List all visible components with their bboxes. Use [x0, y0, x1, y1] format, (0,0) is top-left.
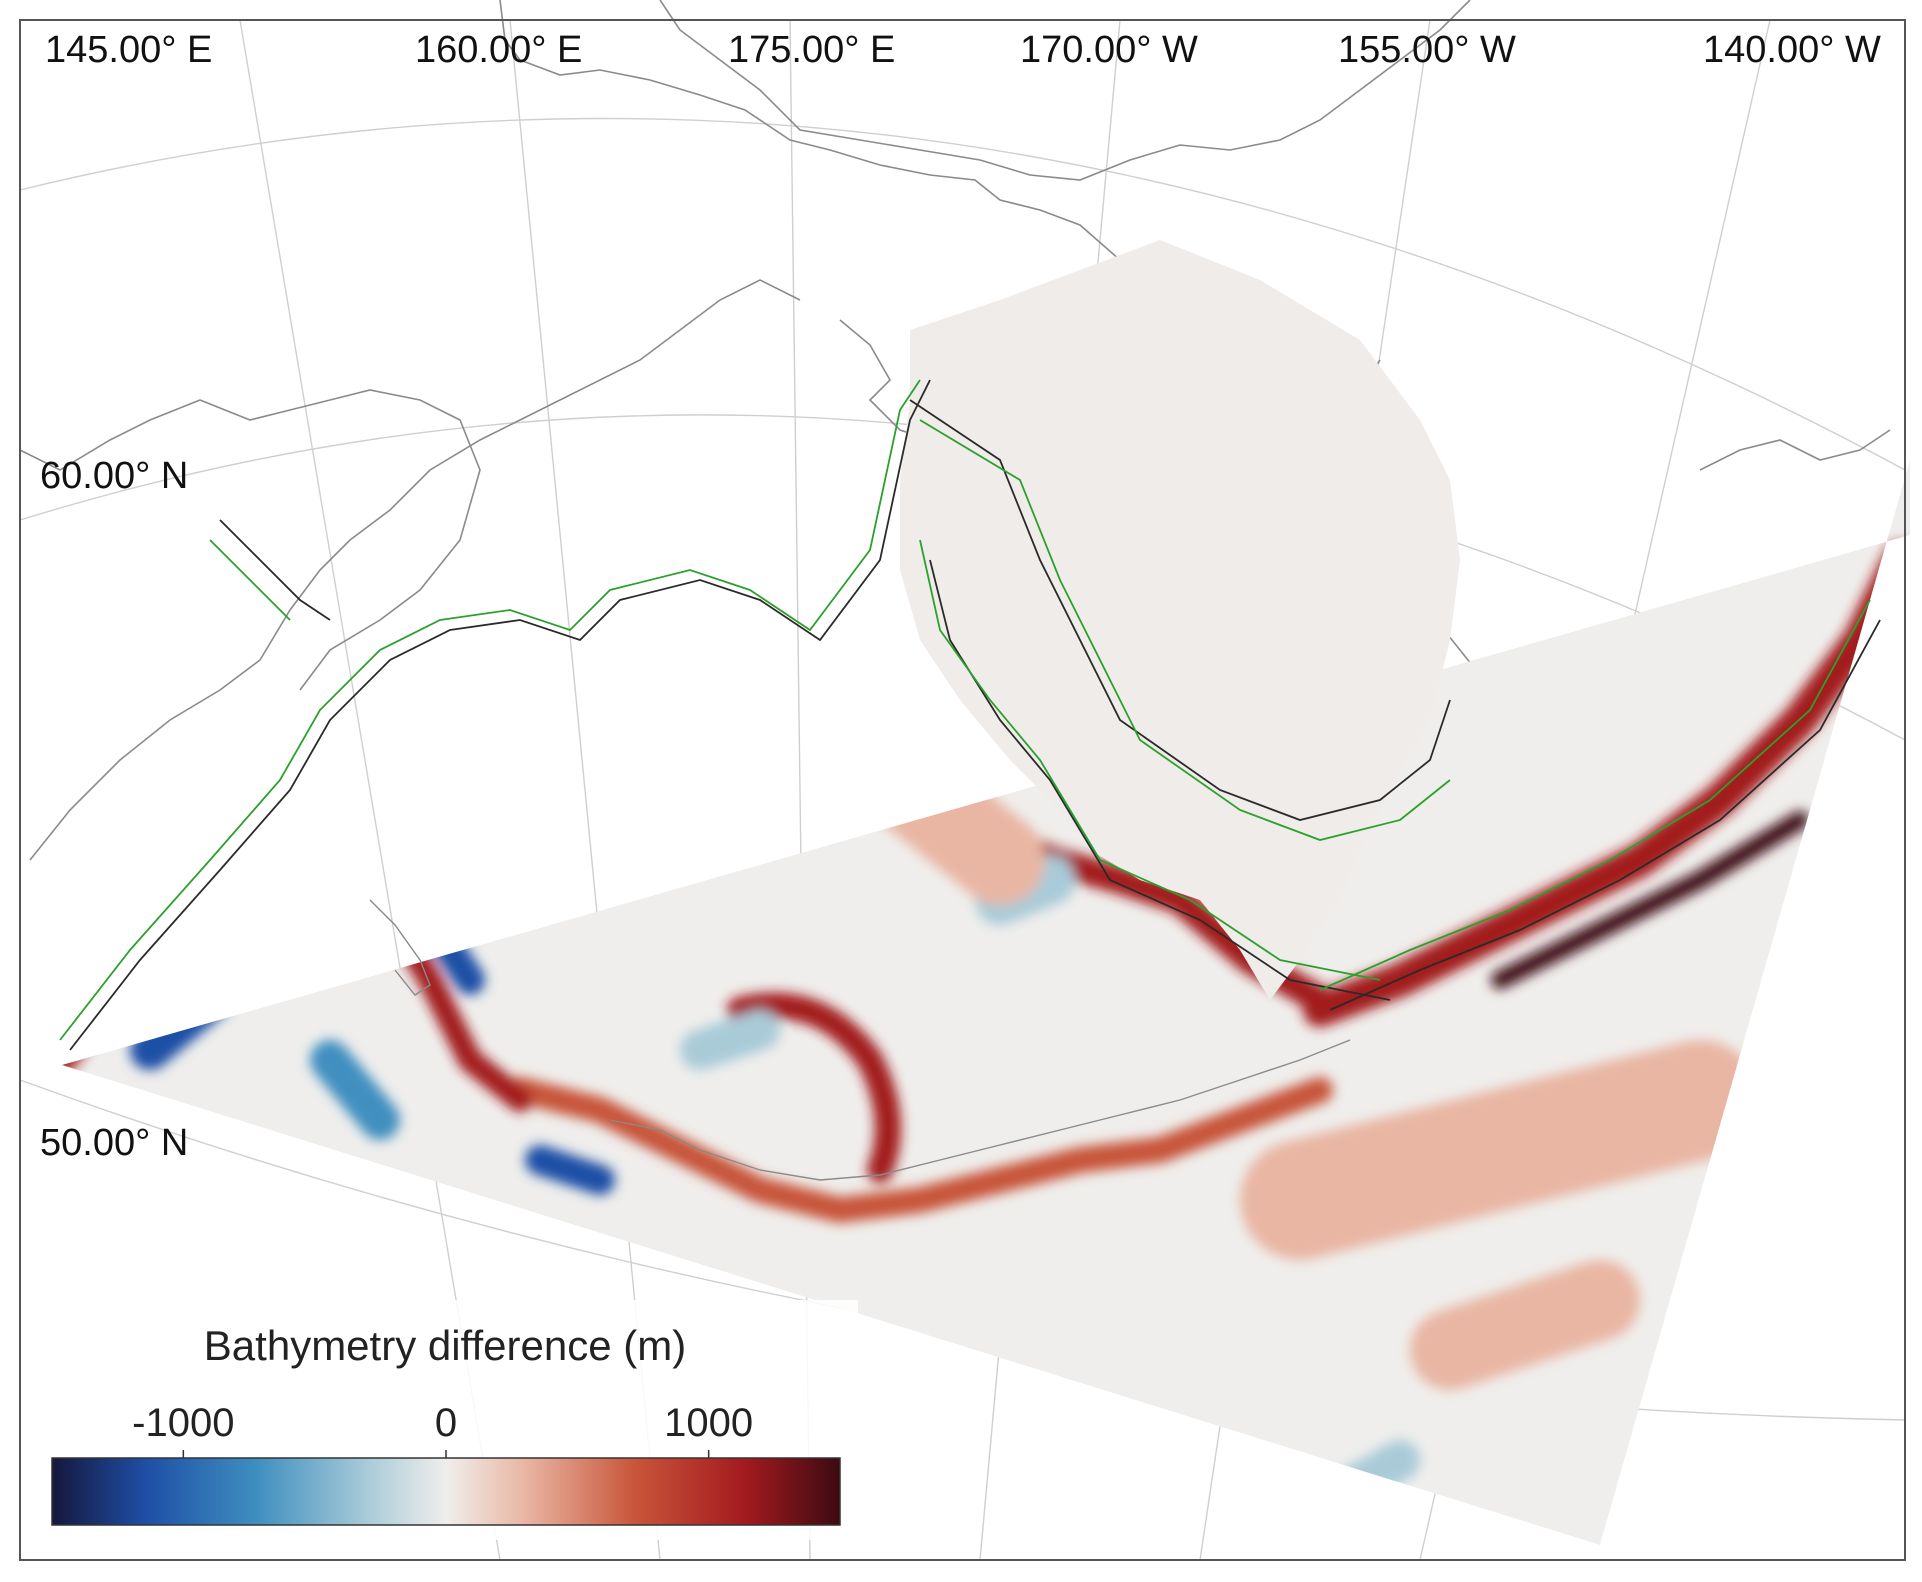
anomaly-band — [507, 1077, 1333, 1223]
colorbar-ticks: -1000 0 1000 — [132, 1401, 753, 1458]
coastline-alaska-north — [659, 0, 1471, 181]
depth-contour — [1329, 619, 1881, 1011]
depth-contour — [919, 539, 1381, 981]
depth-contour — [219, 519, 331, 621]
depth-contour — [1319, 599, 1871, 991]
latitude-label: 50.00° N — [40, 1122, 188, 1164]
anomaly-band — [415, 665, 475, 715]
coastline-alaska-south — [1699, 429, 1891, 471]
colorbar-tick-label: -1000 — [132, 1401, 234, 1445]
coastline-kamchatka — [29, 279, 801, 861]
anomaly-band — [680, 1010, 780, 1070]
longitude-label: 170.00° W — [1020, 29, 1198, 71]
graticule-line — [19, 117, 1906, 471]
longitude-label: 175.00° E — [728, 29, 895, 71]
island-chain-aleutian — [609, 1039, 1351, 1181]
field-background — [62, 460, 1910, 1545]
anomaly-band — [1491, 811, 1809, 989]
anomaly-band — [1240, 1040, 1760, 1260]
anomaly-band — [727, 992, 901, 1183]
anomaly-band — [1310, 1440, 1420, 1520]
depth-contour — [69, 379, 931, 1051]
coastline-okhotsk — [19, 389, 481, 691]
depth-contour — [929, 559, 1391, 1001]
coastline — [19, 0, 1891, 961]
longitude-label: 145.00° E — [45, 29, 212, 71]
map-frame — [19, 19, 1906, 1561]
anomaly-band — [525, 1145, 615, 1195]
colorbar: Bathymetry difference (m) -1000 0 1000 — [28, 1300, 858, 1540]
anomaly-band — [605, 655, 1045, 905]
depth-contour — [919, 419, 1451, 841]
longitude-label: 140.00° W — [1703, 29, 1881, 71]
anomaly-band — [840, 640, 900, 700]
coastline-overlay — [369, 899, 1351, 1181]
longitude-labels: 145.00° E 160.00° E 175.00° E 170.00° W … — [45, 29, 1881, 71]
coastline-alaska — [499, 0, 1621, 961]
anomaly-band — [310, 1040, 400, 1140]
colorbar-title: Bathymetry difference (m) — [204, 1322, 686, 1369]
depth-contour — [209, 539, 291, 621]
latitude-labels: 60.00° N 50.00° N — [40, 455, 188, 1164]
anomaly-band — [1410, 1260, 1640, 1390]
longitude-label: 160.00° E — [415, 29, 582, 71]
depth-contours — [59, 379, 1881, 1051]
island-komandorski — [369, 899, 431, 996]
colorbar-tick-label: 1000 — [664, 1401, 753, 1445]
depth-contour — [59, 379, 921, 1041]
colorbar-gradient — [51, 1457, 841, 1526]
longitude-label: 155.00° W — [1338, 29, 1516, 71]
shelf-region — [900, 240, 1460, 1000]
latitude-label: 60.00° N — [40, 455, 188, 497]
colorbar-tick-label: 0 — [435, 1401, 457, 1445]
depth-contour — [909, 399, 1451, 821]
